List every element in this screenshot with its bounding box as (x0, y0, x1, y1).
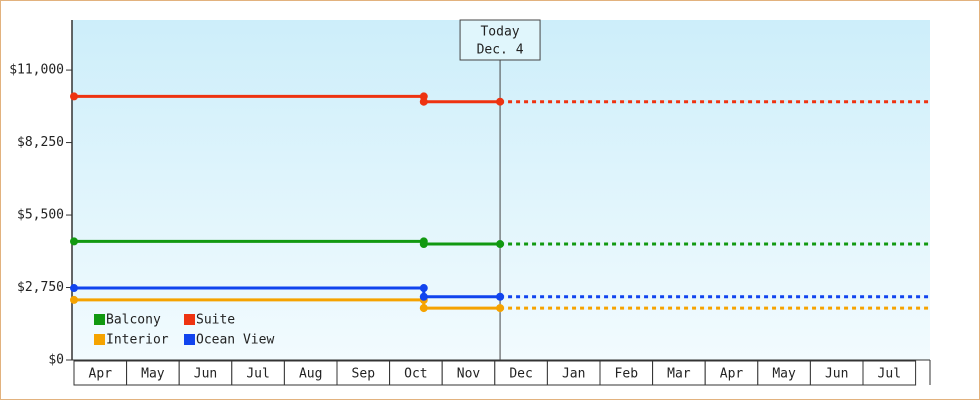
marker (70, 237, 78, 246)
marker (70, 92, 78, 101)
x-tick-label: Feb (615, 367, 639, 382)
month-box (231, 360, 285, 386)
legend-swatch (94, 334, 105, 345)
plot-area (72, 20, 930, 360)
legend-label: Ocean View (196, 333, 274, 348)
x-tick-label: Jun (194, 367, 217, 382)
marker (419, 240, 428, 249)
legend-swatch (94, 314, 105, 325)
y-tick-label: $8,250 (17, 135, 64, 150)
x-tick-label: Jul (878, 367, 901, 382)
x-tick-label: Apr (89, 367, 113, 382)
legend-label: Suite (196, 313, 235, 328)
x-tick-label: Dec (509, 367, 532, 382)
y-tick-label: $11,000 (9, 63, 64, 78)
marker (419, 97, 428, 106)
marker (496, 304, 505, 313)
y-tick-label: $5,500 (17, 208, 64, 223)
y-tick-label: $0 (48, 353, 64, 368)
month-box (757, 360, 811, 386)
legend-label: Interior (106, 333, 169, 348)
month-box (283, 360, 338, 386)
price-line (74, 298, 501, 310)
marker (419, 292, 428, 301)
month-box (862, 360, 917, 386)
today-label: Today (480, 25, 519, 40)
marker (419, 284, 428, 293)
legend-swatch (184, 334, 195, 345)
y-tick-label: $2,750 (17, 280, 64, 295)
month-box (389, 360, 443, 386)
x-tick-label: Jul (246, 367, 269, 382)
x-tick-label: Oct (404, 367, 427, 382)
x-tick-label: May (141, 367, 165, 382)
x-tick-label: May (772, 367, 796, 382)
x-tick-label: Apr (720, 367, 744, 382)
month-box (809, 360, 864, 386)
marker (70, 284, 78, 293)
month-box (441, 360, 496, 386)
price-line (74, 286, 501, 299)
month-box (336, 360, 391, 386)
month-box (546, 360, 601, 386)
month-box (652, 360, 706, 386)
month-box (73, 360, 128, 386)
x-tick-label: Nov (457, 367, 481, 382)
marker (419, 304, 428, 313)
marker (70, 295, 78, 304)
legend-label: Balcony (106, 313, 161, 328)
x-tick-label: Aug (299, 367, 322, 382)
month-box (494, 360, 548, 386)
month-box (178, 360, 233, 386)
x-tick-label: Mar (667, 367, 691, 382)
today-box (459, 19, 541, 61)
x-tick-label: Jun (825, 367, 848, 382)
month-box (704, 360, 759, 386)
x-tick-label: Sep (352, 367, 376, 382)
marker (496, 240, 505, 249)
marker (496, 97, 505, 106)
today-date: Dec. 4 (477, 43, 524, 58)
legend-swatch (184, 314, 195, 325)
x-tick-label: Jan (562, 367, 585, 382)
month-box (126, 360, 180, 386)
marker (496, 292, 505, 301)
